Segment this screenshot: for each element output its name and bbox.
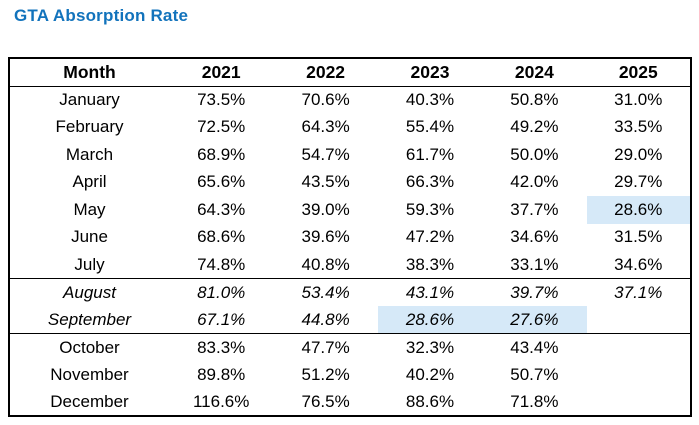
value-cell: 37.7% (510, 199, 559, 219)
value-cell (586, 306, 691, 334)
value-cell: 31.0% (614, 90, 663, 109)
table-body: January 73.5% 70.6% 40.3% 50.8% 31.0% February… (9, 86, 691, 416)
value-cell: 89.8% (197, 364, 246, 384)
month-cell: July (9, 251, 169, 279)
table-row: February 72.5% 64.3% 55.4% 49.2% 33.5% (9, 114, 691, 142)
value-cell: 53.4% (301, 282, 350, 302)
value-cell: 34.6% (510, 227, 559, 247)
value-cell (587, 334, 691, 362)
value-cell: 33.1% (482, 251, 587, 279)
year-column-header: 2021 (169, 58, 274, 87)
value-cell: 39.0% (301, 199, 350, 219)
table-row: May 64.3% 39.0% 59.3% 37.7% 28.6% (9, 196, 691, 224)
month-cell: August (63, 282, 116, 302)
table-row: April 65.6% 43.5% 66.3% 42.0% 29.7% (9, 169, 691, 197)
value-cell: 88.6% (405, 391, 455, 411)
highlighted-value-cell: 28.6% (586, 196, 691, 224)
page-title: GTA Absorption Rate (14, 6, 189, 25)
table-header: Month 2021 2022 2023 2024 2025 (9, 58, 691, 87)
value-cell: 37.1% (614, 282, 663, 302)
table-row: June 68.6% 39.6% 47.2% 34.6% 31.5% (9, 224, 691, 252)
value-cell: 29.7% (614, 172, 663, 192)
month-cell: April (72, 172, 107, 192)
value-cell: 65.6% (197, 172, 246, 192)
year-column-header: 2024 (482, 58, 587, 87)
month-cell: October (59, 337, 120, 357)
value-cell: 66.3% (405, 172, 455, 192)
month-cell: December (50, 391, 129, 411)
table-row: March 68.9% 54.7% 61.7% 50.0% 29.0% (9, 141, 691, 169)
value-cell: 64.3% (197, 199, 246, 219)
value-cell: 39.6% (301, 227, 350, 247)
header-row: Month 2021 2022 2023 2024 2025 (9, 58, 691, 87)
year-column-header: 2023 (377, 58, 483, 87)
value-cell: 40.8% (273, 251, 378, 279)
value-cell: 32.3% (405, 337, 455, 357)
value-cell: 40.3% (405, 90, 455, 109)
value-cell: 68.6% (197, 227, 246, 247)
table-row: November 89.8% 51.2% 40.2% 50.7% (9, 361, 691, 389)
year-column-header: 2025 (586, 58, 691, 87)
year-column-header: 2022 (273, 58, 378, 87)
month-cell: November (50, 364, 129, 384)
highlighted-value-cell: 27.6% (482, 306, 587, 334)
value-cell: 50.0% (510, 144, 559, 164)
table-row: July 74.8% 40.8% 38.3% 33.1% 34.6% (9, 251, 691, 279)
value-cell: 34.6% (586, 251, 691, 279)
value-cell: 73.5% (197, 90, 246, 109)
table-row: October 83.3% 47.7% 32.3% 43.4% (9, 334, 691, 362)
value-cell: 43.4% (510, 337, 559, 357)
value-cell: 42.0% (510, 172, 559, 192)
table-row: January 73.5% 70.6% 40.3% 50.8% 31.0% (9, 86, 691, 114)
value-cell: 33.5% (614, 117, 663, 137)
value-cell: 29.0% (614, 144, 663, 164)
month-cell: June (71, 227, 108, 247)
value-cell: 83.3% (197, 337, 246, 357)
table-row: August 81.0% 53.4% 43.1% 39.7% 37.1% (9, 279, 691, 307)
highlighted-value-cell: 28.6% (377, 306, 483, 334)
value-cell: 72.5% (197, 117, 246, 137)
value-cell: 47.7% (301, 337, 350, 357)
month-column-header: Month (9, 58, 169, 87)
value-cell: 67.1% (169, 306, 274, 334)
value-cell: 40.2% (405, 364, 455, 384)
value-cell: 74.8% (169, 251, 274, 279)
value-cell: 49.2% (510, 117, 559, 137)
value-cell: 70.6% (301, 90, 350, 109)
absorption-rate-table: Month 2021 2022 2023 2024 2025 January 73.5% 70… (8, 57, 692, 417)
value-cell: 68.9% (197, 144, 246, 164)
table-row: December 116.6% 76.5% 88.6% 71.8% (9, 389, 691, 417)
value-cell: 47.2% (405, 227, 455, 247)
month-cell: May (73, 199, 106, 219)
value-cell (587, 389, 691, 417)
table-row: September 67.1% 44.8% 28.6% 27.6% (9, 306, 691, 334)
value-cell: 38.3% (377, 251, 483, 279)
value-cell: 64.3% (301, 117, 350, 137)
value-cell: 51.2% (301, 364, 350, 384)
value-cell: 50.7% (510, 364, 559, 384)
month-cell: February (55, 117, 124, 137)
value-cell: 59.3% (405, 199, 455, 219)
month-cell: September (9, 306, 169, 334)
value-cell: 43.5% (301, 172, 350, 192)
value-cell: 81.0% (197, 282, 246, 302)
value-cell: 55.4% (405, 117, 455, 137)
value-cell: 54.7% (301, 144, 350, 164)
month-cell: January (59, 90, 120, 109)
value-cell: 43.1% (405, 282, 455, 302)
value-cell: 39.7% (510, 282, 559, 302)
value-cell: 50.8% (510, 90, 559, 109)
value-cell: 61.7% (405, 144, 455, 164)
value-cell: 31.5% (614, 227, 663, 247)
value-cell: 116.6% (192, 391, 250, 411)
value-cell: 44.8% (273, 306, 378, 334)
value-cell: 76.5% (301, 391, 350, 411)
value-cell (587, 361, 691, 389)
month-cell: March (65, 144, 114, 164)
value-cell: 71.8% (510, 391, 559, 411)
